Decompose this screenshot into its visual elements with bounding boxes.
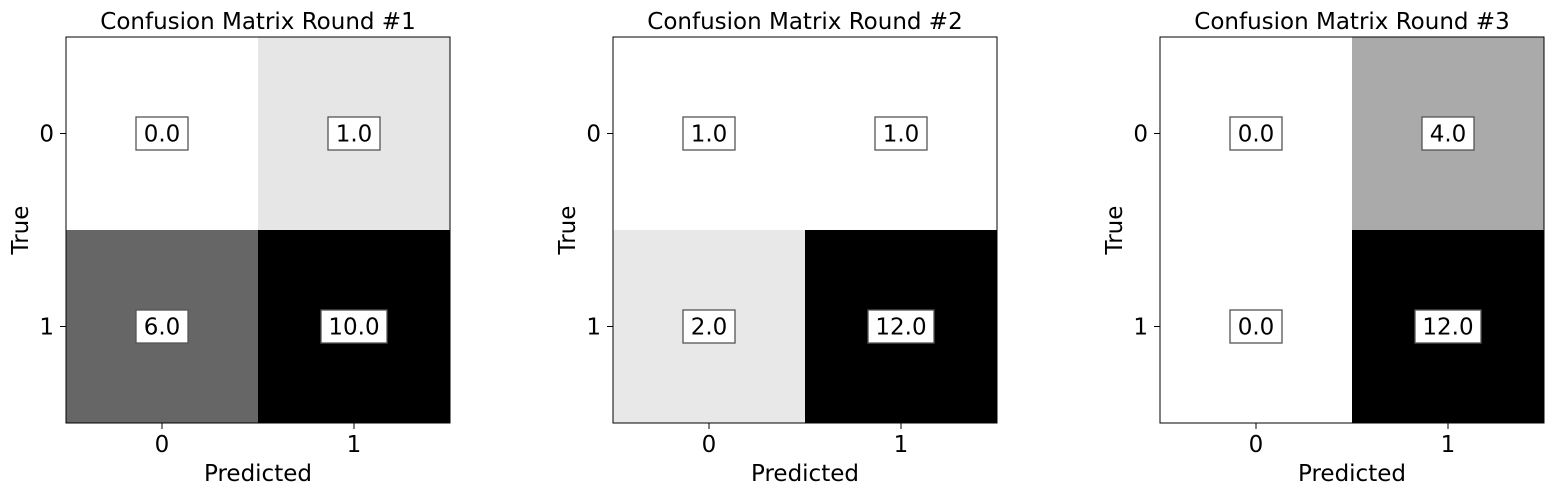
x-tick-label: 0 [155,432,170,458]
confusion-matrix-panel-1: 0.0 1.0 6.0 10.0 0 1 0 1 Confusion Matrix Round … [8,9,451,487]
plot-frame [1159,36,1545,424]
cell-value-box [1421,116,1475,151]
cell-value-label: 2.0 [691,315,728,341]
x-tick-label: 1 [894,432,909,458]
y-axis-label: True [1102,206,1128,256]
y-tick-label: 0 [1133,122,1148,148]
cell-value-label: 1.0 [883,122,920,148]
cell-value-box [867,309,935,344]
cell-value-box [1229,309,1283,344]
cell-value-label: 6.0 [144,315,181,341]
cell-value-label: 0.0 [1238,315,1275,341]
cell-value-box [320,309,388,344]
cell-value-box [874,116,928,151]
plot-frame [612,36,998,424]
cell-value-label: 4.0 [1430,122,1467,148]
y-axis-label: True [8,206,34,256]
cell-value-label: 10.0 [328,315,379,341]
cell-value-label: 1.0 [691,122,728,148]
y-tick-label: 0 [586,122,601,148]
cell-value-box [1229,116,1283,151]
cell-value-label: 1.0 [336,122,373,148]
cell-value-box [327,116,381,151]
chart-title: Confusion Matrix Round #2 [647,9,962,35]
cell-value-label: 12.0 [1422,315,1473,341]
cell-value-box [682,116,736,151]
chart-title: Confusion Matrix Round #1 [100,9,415,35]
x-axis-label: Predicted [1298,461,1406,487]
x-tick-label: 1 [347,432,362,458]
x-axis-label: Predicted [751,461,859,487]
cell-value-box [1414,309,1482,344]
plot-frame [65,36,451,424]
x-axis-label: Predicted [204,461,312,487]
y-tick-label: 0 [39,122,54,148]
y-tick-label: 1 [1133,315,1148,341]
cell-value-label: 0.0 [144,122,181,148]
x-tick-label: 0 [702,432,717,458]
cell-value-box [682,309,736,344]
y-axis-label: True [555,206,581,256]
cell-value-box [135,116,189,151]
chart-title: Confusion Matrix Round #3 [1194,9,1509,35]
cell-value-label: 12.0 [875,315,926,341]
cell-value-box [135,309,189,344]
y-tick-label: 1 [586,315,601,341]
confusion-matrix-panel-3: 0.0 4.0 0.0 12.0 0 1 0 1 Confusion Matrix Round … [1102,9,1545,487]
confusion-matrix-panel-2: 1.0 1.0 2.0 12.0 0 1 0 1 Confusion Matrix Round … [555,9,998,487]
cell-value-label: 0.0 [1238,122,1275,148]
x-tick-label: 1 [1441,432,1456,458]
y-tick-label: 1 [39,315,54,341]
x-tick-label: 0 [1249,432,1264,458]
